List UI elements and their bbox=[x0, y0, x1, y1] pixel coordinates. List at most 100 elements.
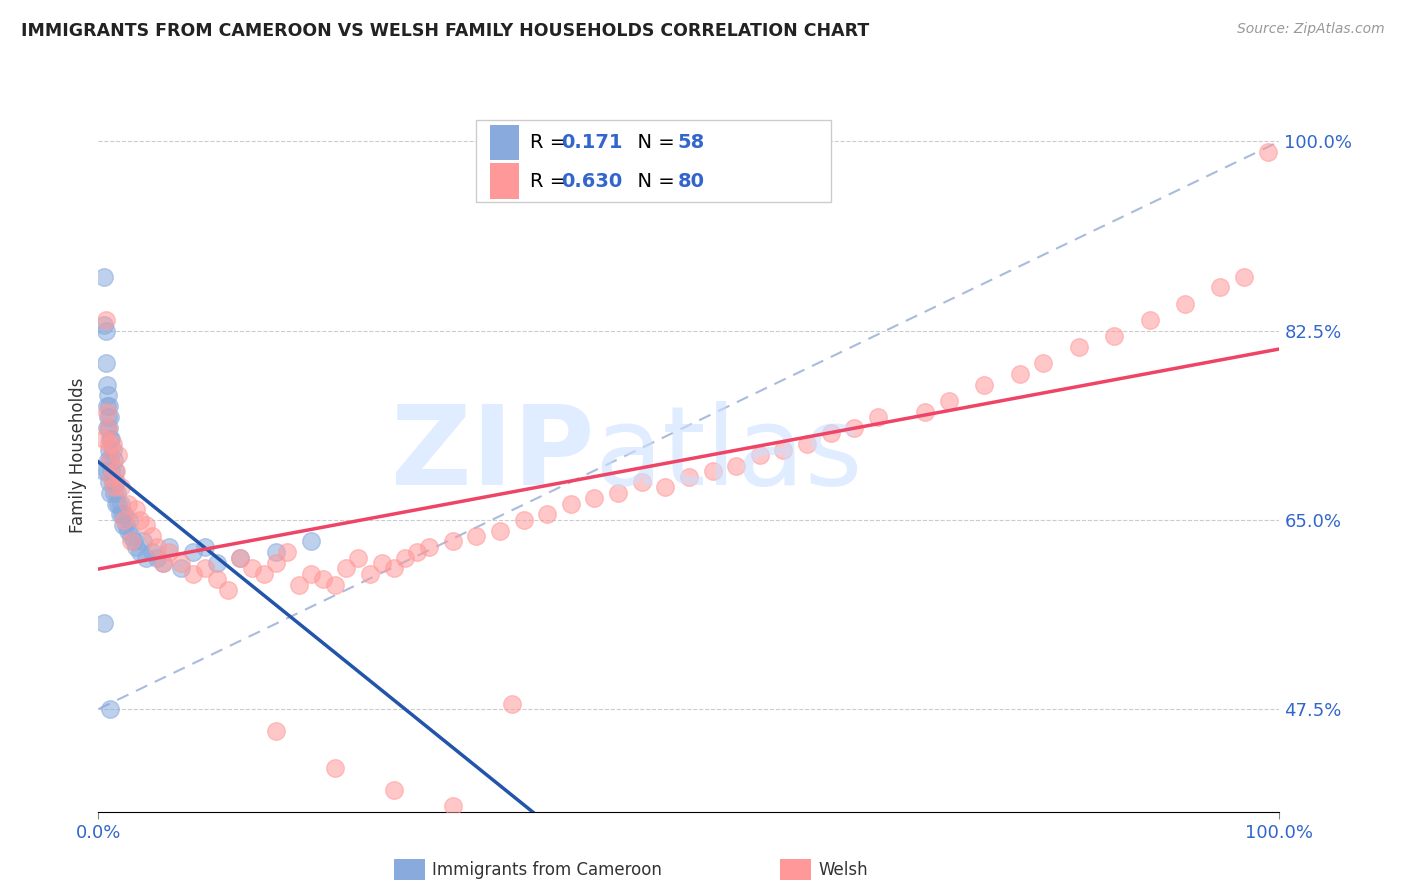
Point bbox=[276, 545, 298, 559]
Text: Source: ZipAtlas.com: Source: ZipAtlas.com bbox=[1237, 22, 1385, 37]
Point bbox=[654, 480, 676, 494]
Text: N =: N = bbox=[626, 171, 682, 191]
Point bbox=[117, 497, 139, 511]
Point bbox=[371, 556, 394, 570]
Point bbox=[101, 437, 124, 451]
Point bbox=[796, 437, 818, 451]
Point bbox=[560, 497, 582, 511]
Point bbox=[607, 485, 630, 500]
Point bbox=[938, 393, 960, 408]
Point bbox=[1174, 296, 1197, 310]
Point bbox=[382, 783, 405, 797]
Point bbox=[121, 529, 143, 543]
Point bbox=[94, 356, 117, 370]
Point bbox=[288, 577, 311, 591]
Point bbox=[141, 545, 163, 559]
Text: N =: N = bbox=[626, 133, 682, 152]
Point bbox=[323, 762, 346, 776]
Point bbox=[205, 572, 228, 586]
Point bbox=[820, 426, 842, 441]
Point bbox=[98, 421, 121, 435]
Point bbox=[112, 508, 135, 522]
Point bbox=[181, 545, 204, 559]
Point bbox=[97, 453, 120, 467]
Point bbox=[678, 469, 700, 483]
Point bbox=[157, 540, 180, 554]
Point bbox=[135, 550, 157, 565]
Point bbox=[406, 545, 429, 559]
Point bbox=[103, 453, 125, 467]
Point bbox=[264, 545, 287, 559]
Point bbox=[96, 399, 118, 413]
Point bbox=[107, 448, 129, 462]
Point bbox=[323, 577, 346, 591]
Point bbox=[98, 410, 121, 425]
Point bbox=[96, 405, 118, 419]
Point bbox=[96, 464, 118, 478]
Point bbox=[146, 550, 169, 565]
Point bbox=[772, 442, 794, 457]
Point bbox=[117, 524, 139, 538]
Point bbox=[105, 497, 128, 511]
Text: R =: R = bbox=[530, 133, 572, 152]
Point bbox=[96, 377, 118, 392]
Point bbox=[98, 485, 121, 500]
Point bbox=[152, 556, 174, 570]
Point bbox=[229, 550, 252, 565]
Point bbox=[152, 556, 174, 570]
Point bbox=[1257, 145, 1279, 160]
Point bbox=[264, 723, 287, 738]
Point bbox=[125, 502, 148, 516]
Point bbox=[489, 524, 512, 538]
Point bbox=[110, 480, 132, 494]
Point bbox=[501, 697, 523, 711]
Point bbox=[108, 508, 131, 522]
Point bbox=[98, 475, 121, 489]
Point bbox=[1233, 269, 1256, 284]
Point bbox=[844, 421, 866, 435]
Text: 0.630: 0.630 bbox=[561, 171, 621, 191]
Point bbox=[98, 437, 121, 451]
Y-axis label: Family Households: Family Households bbox=[69, 377, 87, 533]
Point bbox=[394, 550, 416, 565]
Point bbox=[111, 508, 134, 522]
Point bbox=[1139, 312, 1161, 326]
Text: Immigrants from Cameroon: Immigrants from Cameroon bbox=[432, 861, 661, 879]
Point bbox=[107, 497, 129, 511]
Point bbox=[93, 464, 115, 478]
Point bbox=[101, 475, 124, 489]
Point bbox=[98, 453, 121, 467]
Point bbox=[132, 534, 155, 549]
Point bbox=[347, 550, 370, 565]
Point bbox=[441, 534, 464, 549]
Point bbox=[583, 491, 606, 505]
Point bbox=[98, 399, 121, 413]
Point bbox=[125, 540, 148, 554]
Point bbox=[94, 324, 117, 338]
Point bbox=[100, 432, 122, 446]
Point bbox=[229, 550, 252, 565]
Point bbox=[181, 566, 204, 581]
Point bbox=[93, 432, 115, 446]
Point bbox=[135, 518, 157, 533]
Point bbox=[128, 513, 150, 527]
Point bbox=[93, 318, 115, 333]
Point bbox=[157, 545, 180, 559]
Text: ZIP: ZIP bbox=[391, 401, 595, 508]
Point bbox=[194, 540, 217, 554]
Point bbox=[98, 453, 121, 467]
Point bbox=[1067, 340, 1090, 354]
Point bbox=[748, 448, 770, 462]
Point bbox=[418, 540, 440, 554]
Point bbox=[146, 540, 169, 554]
Text: 80: 80 bbox=[678, 171, 704, 191]
Text: R =: R = bbox=[530, 171, 572, 191]
Point bbox=[112, 513, 135, 527]
Point bbox=[128, 545, 150, 559]
Point bbox=[122, 534, 145, 549]
Text: 0.171: 0.171 bbox=[561, 133, 623, 152]
Point bbox=[465, 529, 488, 543]
Point bbox=[100, 464, 122, 478]
Point bbox=[725, 458, 748, 473]
Point bbox=[1102, 329, 1125, 343]
